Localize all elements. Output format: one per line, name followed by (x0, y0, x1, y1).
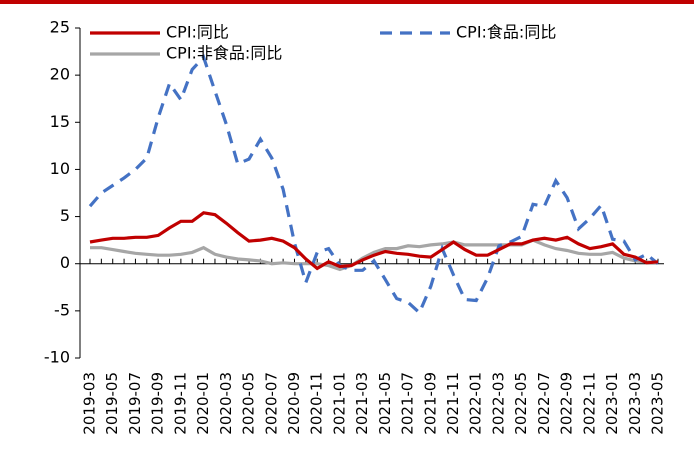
y-tick-label: 5 (60, 206, 70, 225)
legend-label: CPI:食品:同比 (456, 23, 556, 42)
y-tick-label: -10 (44, 348, 70, 367)
x-tick-label: 2023-03 (626, 372, 644, 435)
x-tick-label: 2019-07 (126, 372, 144, 435)
series-line (89, 211, 659, 271)
x-tick-label: 2019-05 (103, 372, 121, 435)
x-tick-label: 2021-07 (399, 372, 417, 435)
x-tick-label: 2019-11 (171, 372, 189, 435)
x-tick-label: 2020-05 (240, 372, 258, 435)
x-tick-label: 2022-09 (558, 372, 576, 435)
top-bar (0, 0, 694, 4)
x-tick-label: 2022-05 (512, 372, 530, 435)
y-tick-label: 0 (60, 253, 70, 272)
legend-label: CPI:同比 (166, 23, 229, 42)
x-tick-label: 2020-11 (308, 372, 326, 435)
x-tick-label: 2019-09 (149, 372, 167, 435)
y-tick-label: 10 (50, 159, 70, 178)
legend-label: CPI:非食品:同比 (166, 44, 282, 63)
x-tick-label: 2021-03 (353, 372, 371, 435)
x-tick-label: 2021-11 (444, 372, 462, 435)
x-tick-label: 2021-01 (330, 372, 348, 435)
x-tick-label: 2022-03 (489, 372, 507, 435)
y-tick-label: -5 (54, 300, 70, 319)
x-tick-label: 2019-03 (81, 372, 99, 435)
x-tick-label: 2020-01 (194, 372, 212, 435)
y-tick-label: 15 (50, 112, 70, 131)
x-tick-label: 2022-11 (580, 372, 598, 435)
x-tick-label: 2023-05 (649, 372, 667, 435)
y-tick-label: 20 (50, 65, 70, 84)
x-tick-label: 2020-09 (285, 372, 303, 435)
x-tick-label: 2021-09 (421, 372, 439, 435)
x-tick-label: 2020-07 (262, 372, 280, 435)
x-tick-label: 2022-07 (535, 372, 553, 435)
x-tick-label: 2022-01 (467, 372, 485, 435)
x-tick-label: 2021-05 (376, 372, 394, 435)
x-tick-label: 2020-03 (217, 372, 235, 435)
x-tick-label: 2023-01 (603, 372, 621, 435)
series-line (90, 238, 659, 272)
y-tick-label: 25 (50, 18, 70, 37)
series-line (88, 54, 660, 316)
